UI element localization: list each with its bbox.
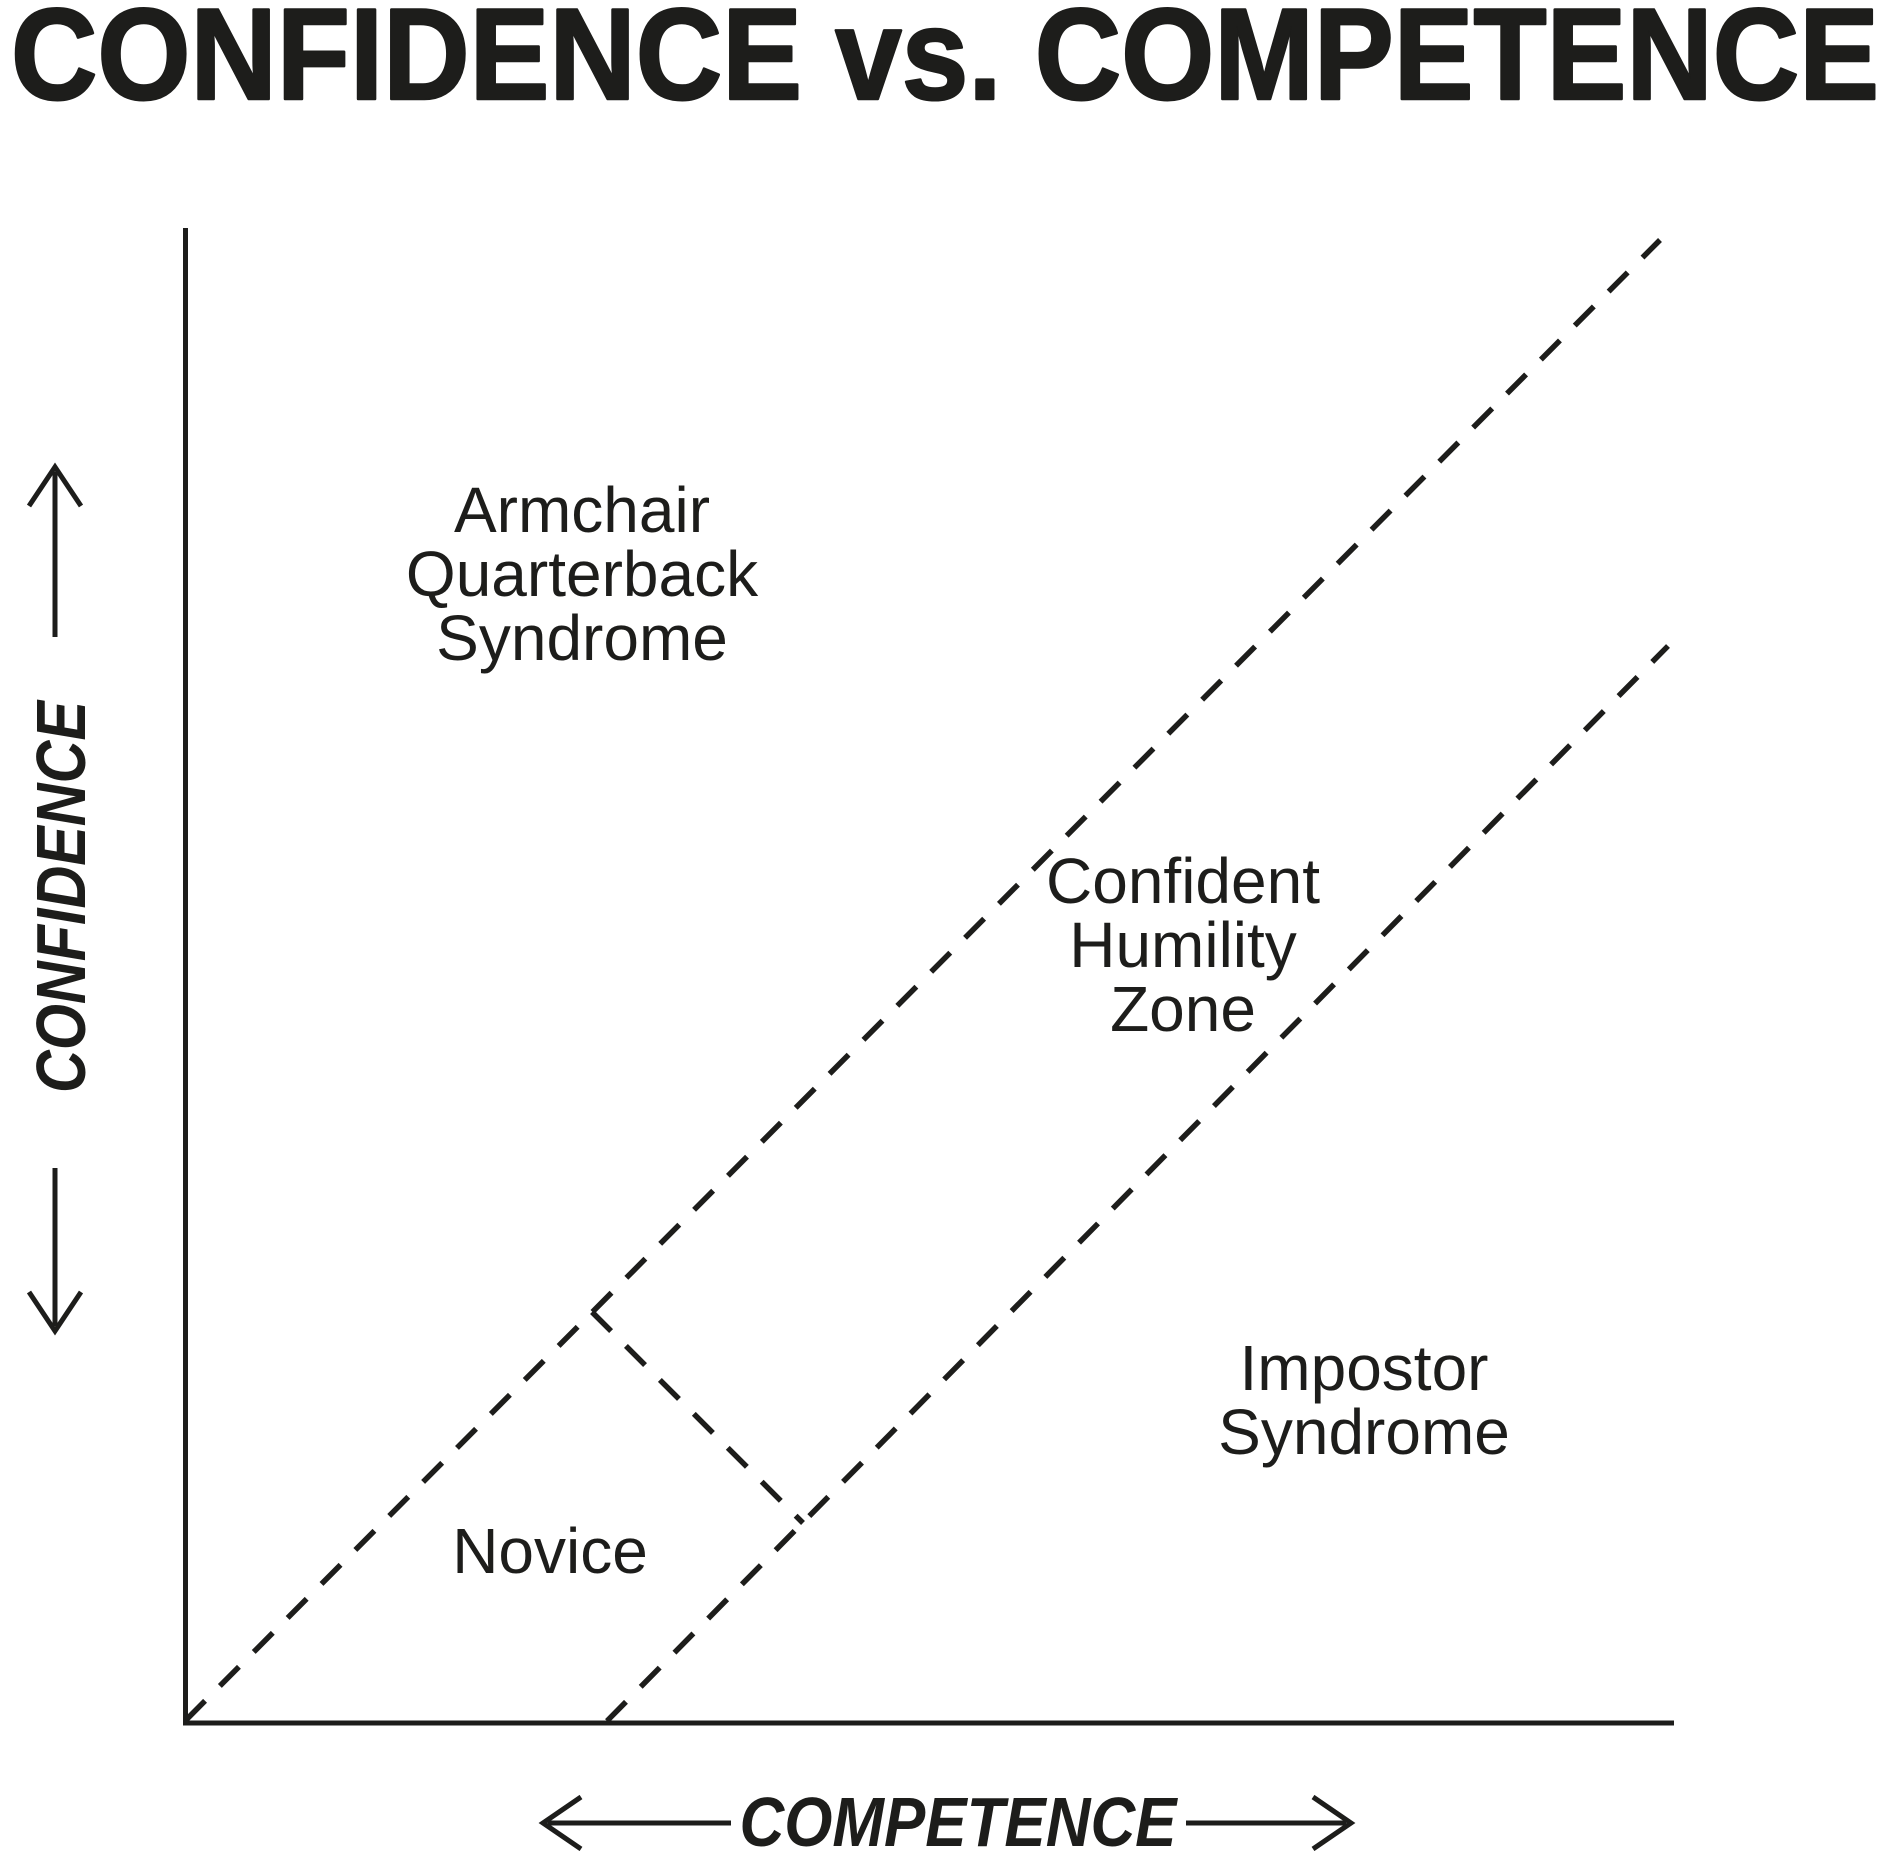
region-label-confident-humility-zone: Confident Humility Zone	[1046, 845, 1320, 1045]
page-title: CONFIDENCE vs. COMPETENCE	[11, 0, 1879, 127]
upper-dashed-diagonal	[184, 238, 1662, 1722]
region-label-impostor-syndrome: Impostor Syndrome	[1218, 1332, 1510, 1468]
region-label-line: Quarterback	[406, 538, 759, 610]
region-label-line: Humility	[1069, 909, 1297, 981]
x-axis-group: COMPETENCE	[538, 1783, 1356, 1851]
region-label-armchair-quarterback-syndrome: Armchair Quarterback Syndrome	[406, 474, 759, 674]
region-label-line: Novice	[452, 1515, 648, 1587]
region-label-novice: Novice	[452, 1515, 648, 1587]
y-axis-down-arrow-icon	[26, 1168, 84, 1336]
x-axis-label: COMPETENCE	[740, 1783, 1179, 1851]
x-axis-left-arrow-icon	[538, 1794, 731, 1851]
region-label-line: Syndrome	[1218, 1396, 1510, 1468]
y-axis-group: CONFIDENCE	[22, 462, 100, 1336]
x-axis-right-arrow-icon	[1186, 1794, 1356, 1851]
band-end-cap-dashed-line	[590, 1310, 805, 1525]
region-label-line: Zone	[1110, 973, 1256, 1045]
region-label-line: Impostor	[1240, 1332, 1489, 1404]
lower-dashed-diagonal	[605, 644, 1670, 1723]
y-axis-up-arrow-icon	[26, 462, 84, 637]
region-label-line: Armchair	[454, 474, 710, 546]
region-label-line: Syndrome	[436, 602, 728, 674]
axes-lines	[183, 228, 1674, 1726]
y-axis-label: CONFIDENCE	[22, 699, 100, 1093]
region-label-line: Confident	[1046, 845, 1320, 917]
